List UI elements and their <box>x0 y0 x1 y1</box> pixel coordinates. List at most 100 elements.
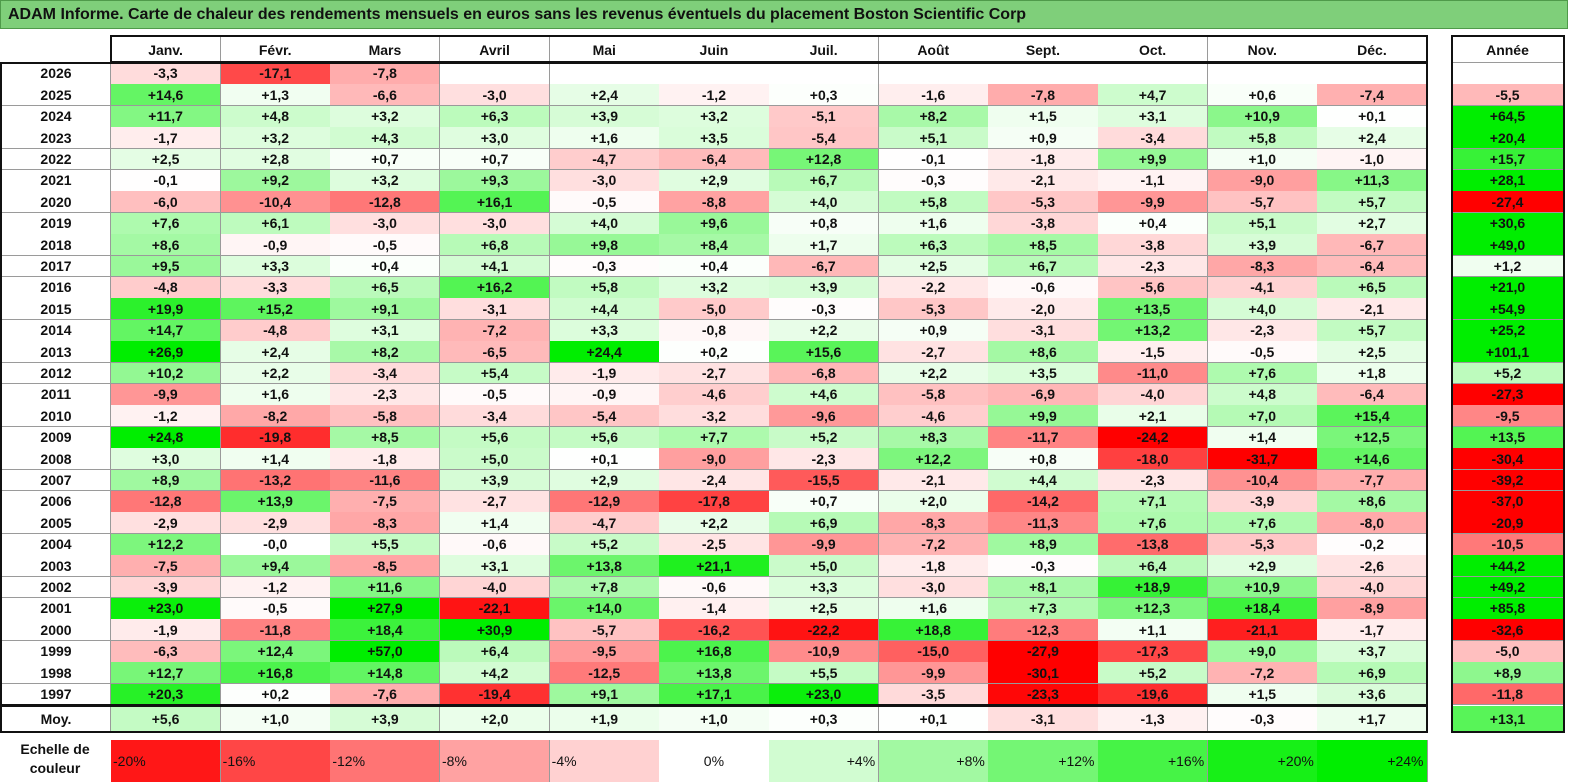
heatmap-cell: +6,1 <box>220 212 331 235</box>
heatmap-cell: -4,0 <box>1098 384 1209 406</box>
annual-cell: +101,1 <box>1452 341 1564 364</box>
annual-cell: -39,2 <box>1452 469 1564 492</box>
heatmap-cell: -7,8 <box>988 84 1099 107</box>
heatmap-cell <box>549 63 660 85</box>
heatmap-cell: +4,3 <box>330 127 441 150</box>
year-label: 2008 <box>1 448 111 471</box>
annual-cell: +28,1 <box>1452 170 1564 192</box>
chart-title: ADAM Informe. Carte de chaleur des rende… <box>0 0 1568 29</box>
heatmap-cell: +5,5 <box>330 533 441 556</box>
heatmap-cell: +9,6 <box>659 212 770 235</box>
heatmap-cell: +3,9 <box>549 105 660 128</box>
heatmap-cell: -9,9 <box>1098 191 1209 214</box>
heatmap-cell: +12,3 <box>1098 598 1209 620</box>
heatmap-cell: +4,7 <box>1098 84 1209 107</box>
heatmap-cell: -2,9 <box>220 512 331 535</box>
annual-cell: -5,0 <box>1452 640 1564 663</box>
month-header: Sept. <box>988 36 1099 63</box>
annual-cell: +49,2 <box>1452 576 1564 599</box>
heatmap-cell: +11,3 <box>1317 170 1428 192</box>
heatmap-cell: -3,8 <box>1098 234 1209 257</box>
heatmap-cell: +4,0 <box>549 212 660 235</box>
heatmap-cell: -0,5 <box>440 384 551 406</box>
year-label: 2010 <box>1 405 111 428</box>
heatmap-cell: +16,1 <box>440 191 551 214</box>
heatmap-cell: -4,6 <box>878 405 989 428</box>
heatmap-cell: +4,2 <box>440 662 551 685</box>
heatmap-cell: +1,1 <box>1098 619 1209 642</box>
heatmap-cell: -4,8 <box>111 277 222 299</box>
annual-cell: -11,8 <box>1452 683 1564 706</box>
heatmap-cell: +1,5 <box>1207 683 1318 706</box>
year-label: 2023 <box>1 127 111 150</box>
heatmap-cell: +3,0 <box>111 448 222 471</box>
annual-cell: -10,5 <box>1452 533 1564 556</box>
heatmap-cell: -1,7 <box>1317 619 1428 642</box>
heatmap-cell: -17,1 <box>220 63 331 85</box>
heatmap-cell: +3,5 <box>988 362 1099 385</box>
year-label: 1999 <box>1 640 111 663</box>
heatmap-cell: +3,3 <box>769 576 880 599</box>
heatmap-cell: +7,6 <box>1098 512 1209 535</box>
year-label: 2001 <box>1 598 111 620</box>
annual-cell <box>1452 63 1564 85</box>
heatmap-cell: +9,9 <box>1098 148 1209 171</box>
scale-swatch: +24% <box>1317 740 1428 782</box>
heatmap-cell: -0,5 <box>549 191 660 214</box>
heatmap-cell: +3,7 <box>1317 640 1428 663</box>
heatmap-cell: -6,7 <box>769 255 880 278</box>
heatmap-cell: +1,8 <box>1317 362 1428 385</box>
heatmap-cell <box>988 63 1099 85</box>
heatmap-cell: -2,5 <box>659 533 770 556</box>
month-header: Mai <box>549 36 660 63</box>
scale-swatch: -16% <box>220 740 331 782</box>
heatmap-cell: +2,5 <box>769 598 880 620</box>
heatmap-cell: -17,3 <box>1098 640 1209 663</box>
heatmap-cell: -2,7 <box>440 491 551 513</box>
year-label: 2011 <box>1 384 111 406</box>
annual-cell: +1,2 <box>1452 255 1564 278</box>
heatmap-cell: -8,3 <box>878 512 989 535</box>
month-header: Mars <box>330 36 441 63</box>
heatmap-cell: -13,8 <box>1098 533 1209 556</box>
heatmap-cell: -0,2 <box>1317 533 1428 556</box>
heatmap-cell: -7,7 <box>1317 469 1428 492</box>
year-total-header: Année <box>1452 36 1564 63</box>
heatmap-cell: +15,6 <box>769 341 880 364</box>
heatmap-cell: +23,0 <box>769 683 880 706</box>
heatmap-cell: +8,6 <box>988 341 1099 364</box>
month-header: Avril <box>440 36 551 63</box>
heatmap-cell: +0,8 <box>988 448 1099 471</box>
annual-cell: +25,2 <box>1452 319 1564 342</box>
heatmap-cell: +1,6 <box>878 598 989 620</box>
heatmap-cell: +3,2 <box>220 127 331 150</box>
heatmap-cell: -5,6 <box>1098 277 1209 299</box>
heatmap-cell: +2,5 <box>878 255 989 278</box>
average-cell: +1,9 <box>549 706 660 732</box>
heatmap-cell: -2,3 <box>1098 255 1209 278</box>
heatmap-cell: +0,7 <box>330 148 441 171</box>
annual-cell: +15,7 <box>1452 148 1564 171</box>
heatmap-cell: -2,4 <box>659 469 770 492</box>
heatmap-cell <box>769 63 880 85</box>
heatmap-cell: -3,0 <box>440 84 551 107</box>
heatmap-cell: -17,8 <box>659 491 770 513</box>
heatmap-cell: +3,2 <box>330 105 441 128</box>
heatmap-cell: -2,6 <box>1317 555 1428 578</box>
heatmap-cell: +18,8 <box>878 619 989 642</box>
heatmap-cell: +1,4 <box>1207 426 1318 449</box>
heatmap-cell: +12,2 <box>878 448 989 471</box>
heatmap-cell: +2,4 <box>1317 127 1428 150</box>
heatmap-cell: +24,8 <box>111 426 222 449</box>
heatmap-cell: -5,4 <box>769 127 880 150</box>
heatmap-cell: +3,2 <box>330 170 441 192</box>
heatmap-cell: -1,2 <box>111 405 222 428</box>
heatmap-cell: +9,8 <box>549 234 660 257</box>
scale-swatch: +20% <box>1207 740 1318 782</box>
heatmap-cell: -1,2 <box>220 576 331 599</box>
heatmap-cell: -9,9 <box>878 662 989 685</box>
heatmap-cell: +2,4 <box>220 341 331 364</box>
year-label: 2014 <box>1 319 111 342</box>
heatmap-cell: +2,9 <box>659 170 770 192</box>
heatmap-cell: -7,2 <box>878 533 989 556</box>
